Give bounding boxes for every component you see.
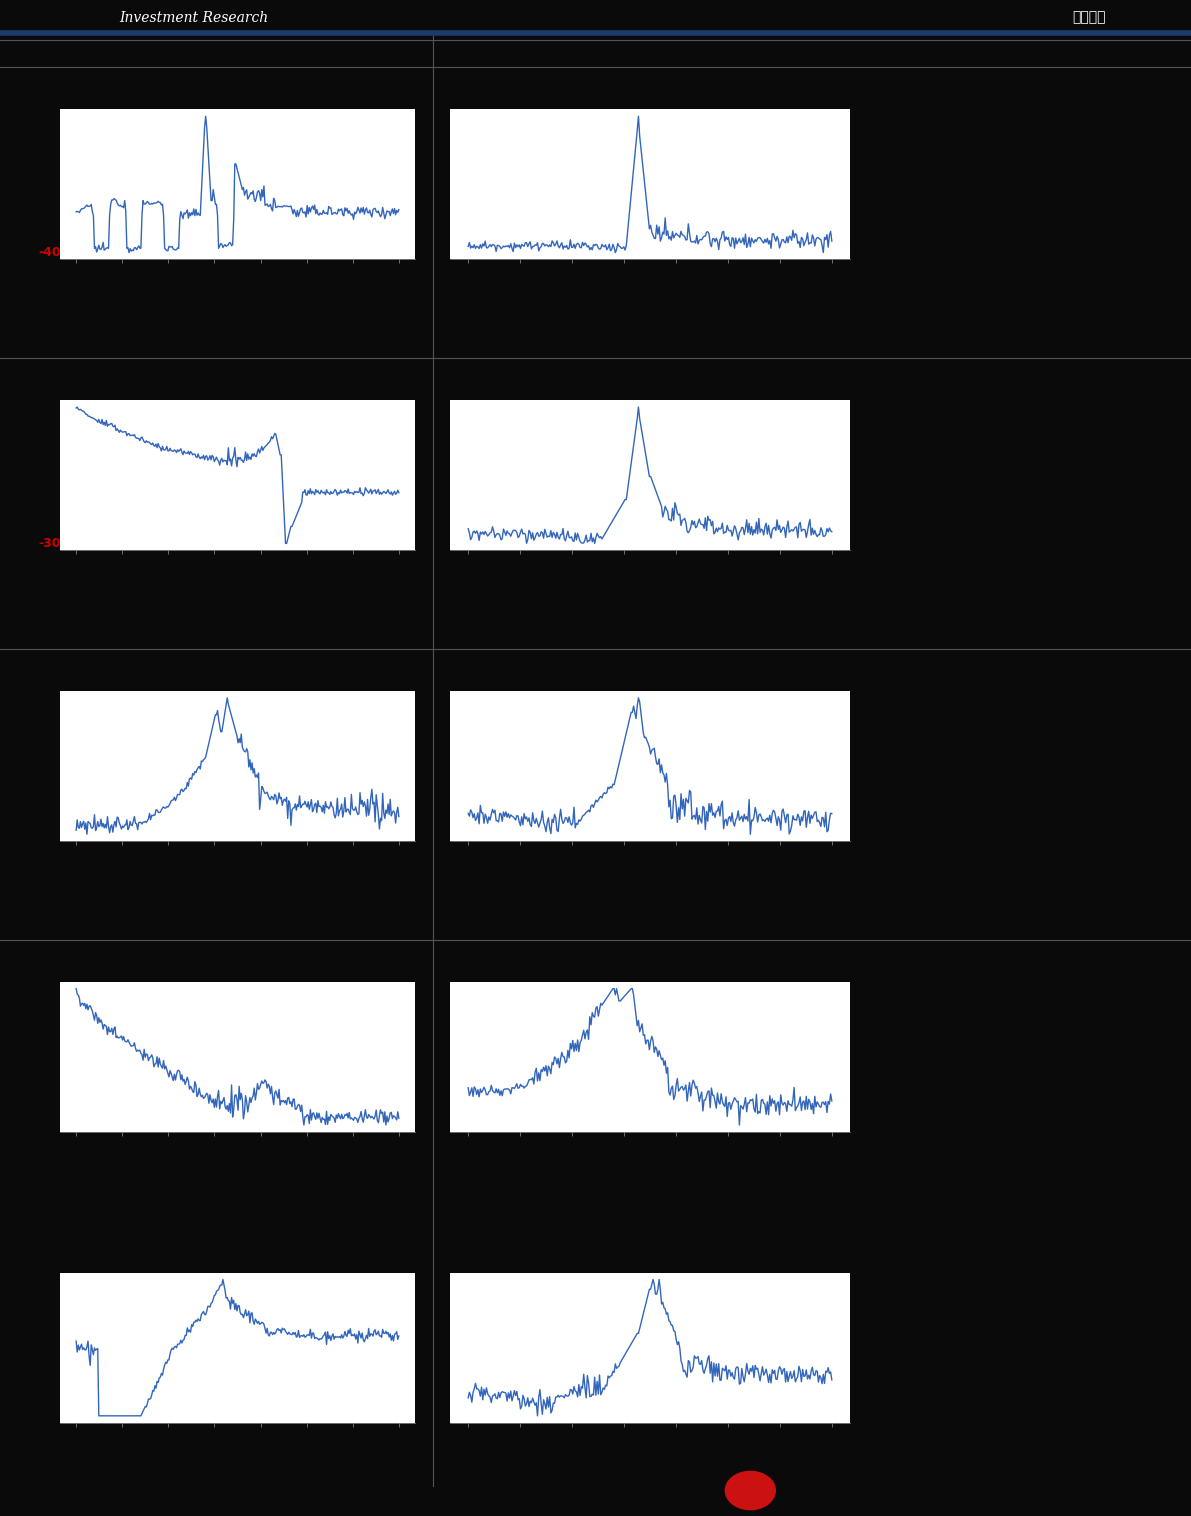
Text: -30: -30 [38,537,61,550]
Text: Investment Research: Investment Research [119,11,268,24]
Text: 估值周报: 估值周报 [1072,11,1105,24]
Ellipse shape [725,1472,775,1510]
Text: -40: -40 [38,247,61,259]
